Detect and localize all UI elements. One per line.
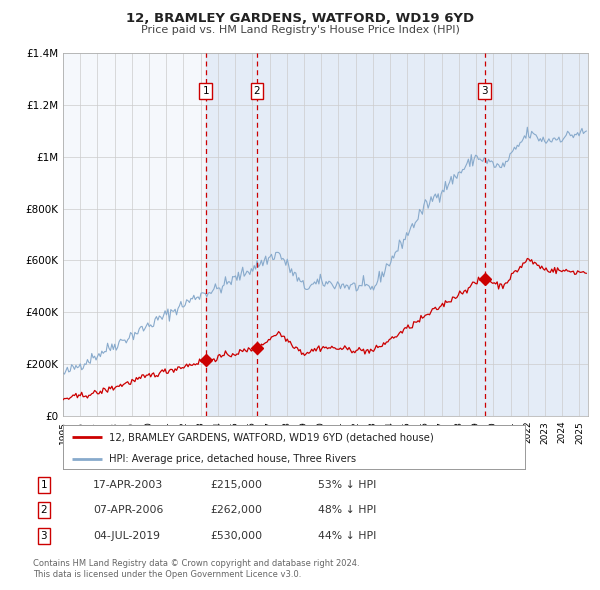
Text: £262,000: £262,000: [210, 506, 262, 515]
Text: 2: 2: [40, 506, 47, 515]
Text: 48% ↓ HPI: 48% ↓ HPI: [318, 506, 376, 515]
Text: 07-APR-2006: 07-APR-2006: [93, 506, 163, 515]
Bar: [206, 53, 588, 416]
Text: This data is licensed under the Open Government Licence v3.0.: This data is licensed under the Open Gov…: [33, 571, 301, 579]
Text: 44% ↓ HPI: 44% ↓ HPI: [318, 531, 376, 540]
Text: HPI: Average price, detached house, Three Rivers: HPI: Average price, detached house, Thre…: [109, 454, 356, 464]
Text: 17-APR-2003: 17-APR-2003: [93, 480, 163, 490]
Text: Price paid vs. HM Land Registry's House Price Index (HPI): Price paid vs. HM Land Registry's House …: [140, 25, 460, 35]
Text: 2: 2: [254, 86, 260, 96]
Text: £530,000: £530,000: [210, 531, 262, 540]
Text: 1: 1: [40, 480, 47, 490]
Text: 04-JUL-2019: 04-JUL-2019: [93, 531, 160, 540]
Text: 12, BRAMLEY GARDENS, WATFORD, WD19 6YD (detached house): 12, BRAMLEY GARDENS, WATFORD, WD19 6YD (…: [109, 432, 434, 442]
Text: 53% ↓ HPI: 53% ↓ HPI: [318, 480, 376, 490]
Text: £215,000: £215,000: [210, 480, 262, 490]
Text: Contains HM Land Registry data © Crown copyright and database right 2024.: Contains HM Land Registry data © Crown c…: [33, 559, 359, 568]
Text: 1: 1: [202, 86, 209, 96]
Text: 3: 3: [481, 86, 488, 96]
Text: 3: 3: [40, 531, 47, 540]
Text: 12, BRAMLEY GARDENS, WATFORD, WD19 6YD: 12, BRAMLEY GARDENS, WATFORD, WD19 6YD: [126, 12, 474, 25]
